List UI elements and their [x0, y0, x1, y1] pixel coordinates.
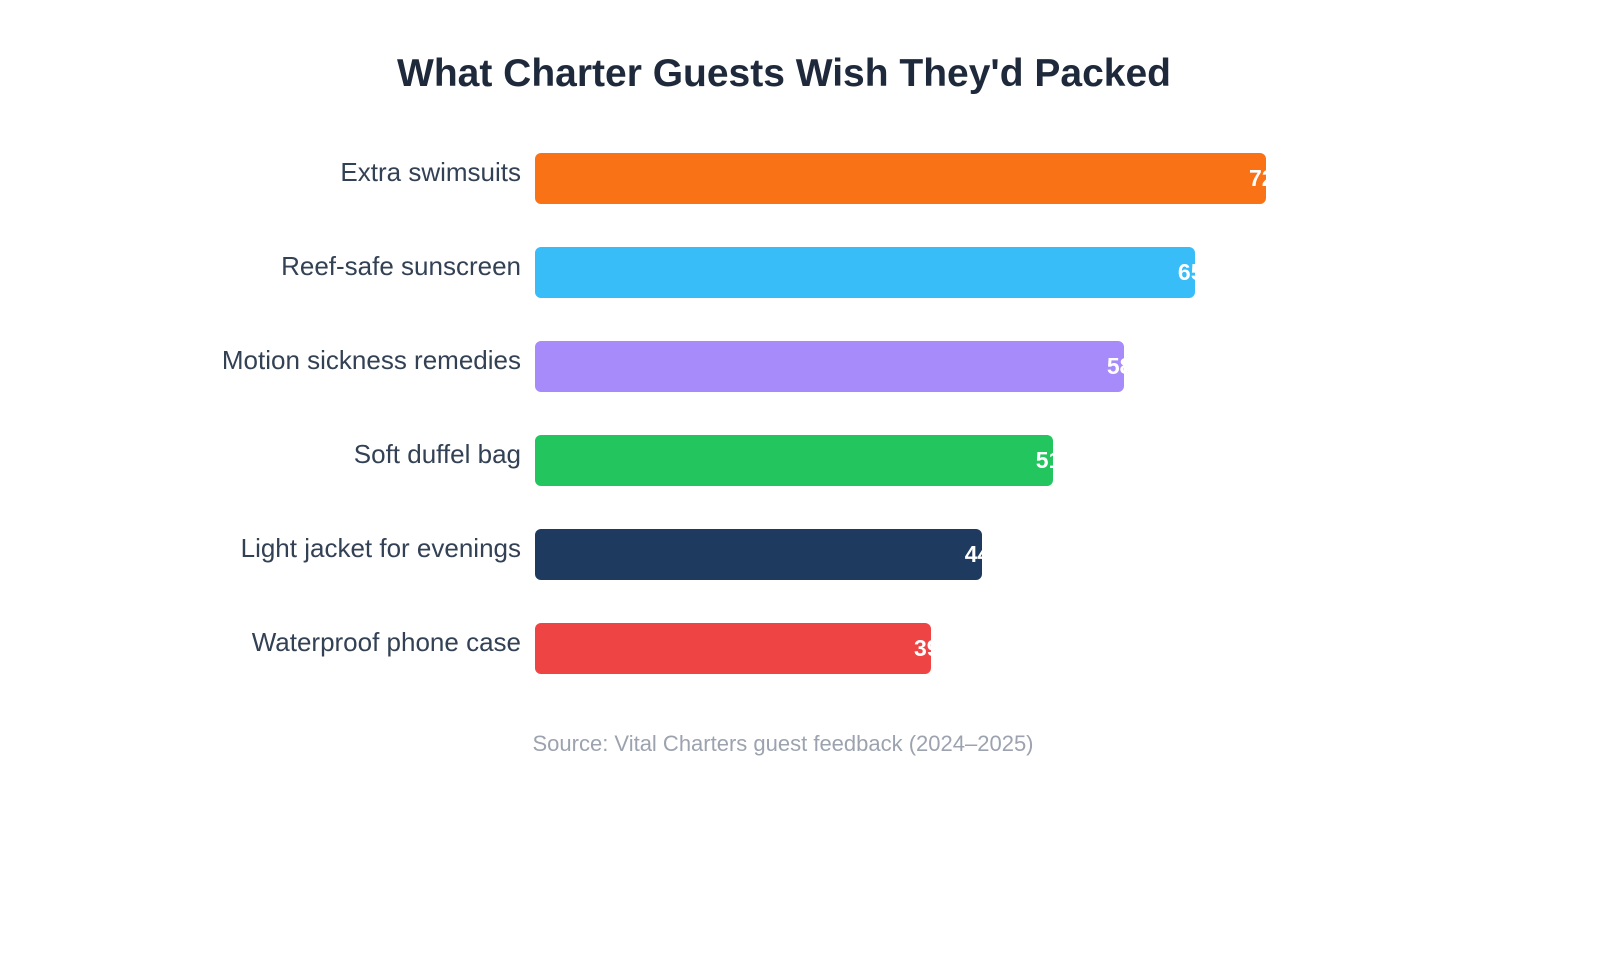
data-label: 65 [1177, 259, 1195, 285]
category-label: Reef-safe sunscreen [281, 251, 521, 281]
category-label: Extra swimsuits [340, 157, 521, 187]
bar: 72 [535, 153, 1266, 204]
data-label: 44 [964, 541, 982, 567]
chart-source: Source: Vital Charters guest feedback (2… [532, 731, 1034, 756]
category-label: Soft duffel bag [353, 439, 521, 469]
data-label: 72 [1249, 165, 1266, 191]
category-label: Motion sickness remedies [221, 345, 521, 375]
bar: 44 [535, 529, 982, 580]
chart-title: What Charter Guests Wish They'd Packed [397, 52, 1171, 95]
bar: 51 [535, 435, 1053, 486]
data-label: 39 [913, 635, 931, 661]
bar: 39 [535, 623, 931, 674]
bar: 58 [535, 341, 1124, 392]
category-label: Waterproof phone case [251, 627, 521, 657]
category-label: Light jacket for evenings [240, 533, 521, 563]
bar: 65 [535, 247, 1195, 298]
data-label: 51 [1035, 447, 1053, 473]
data-label: 58 [1106, 353, 1124, 379]
